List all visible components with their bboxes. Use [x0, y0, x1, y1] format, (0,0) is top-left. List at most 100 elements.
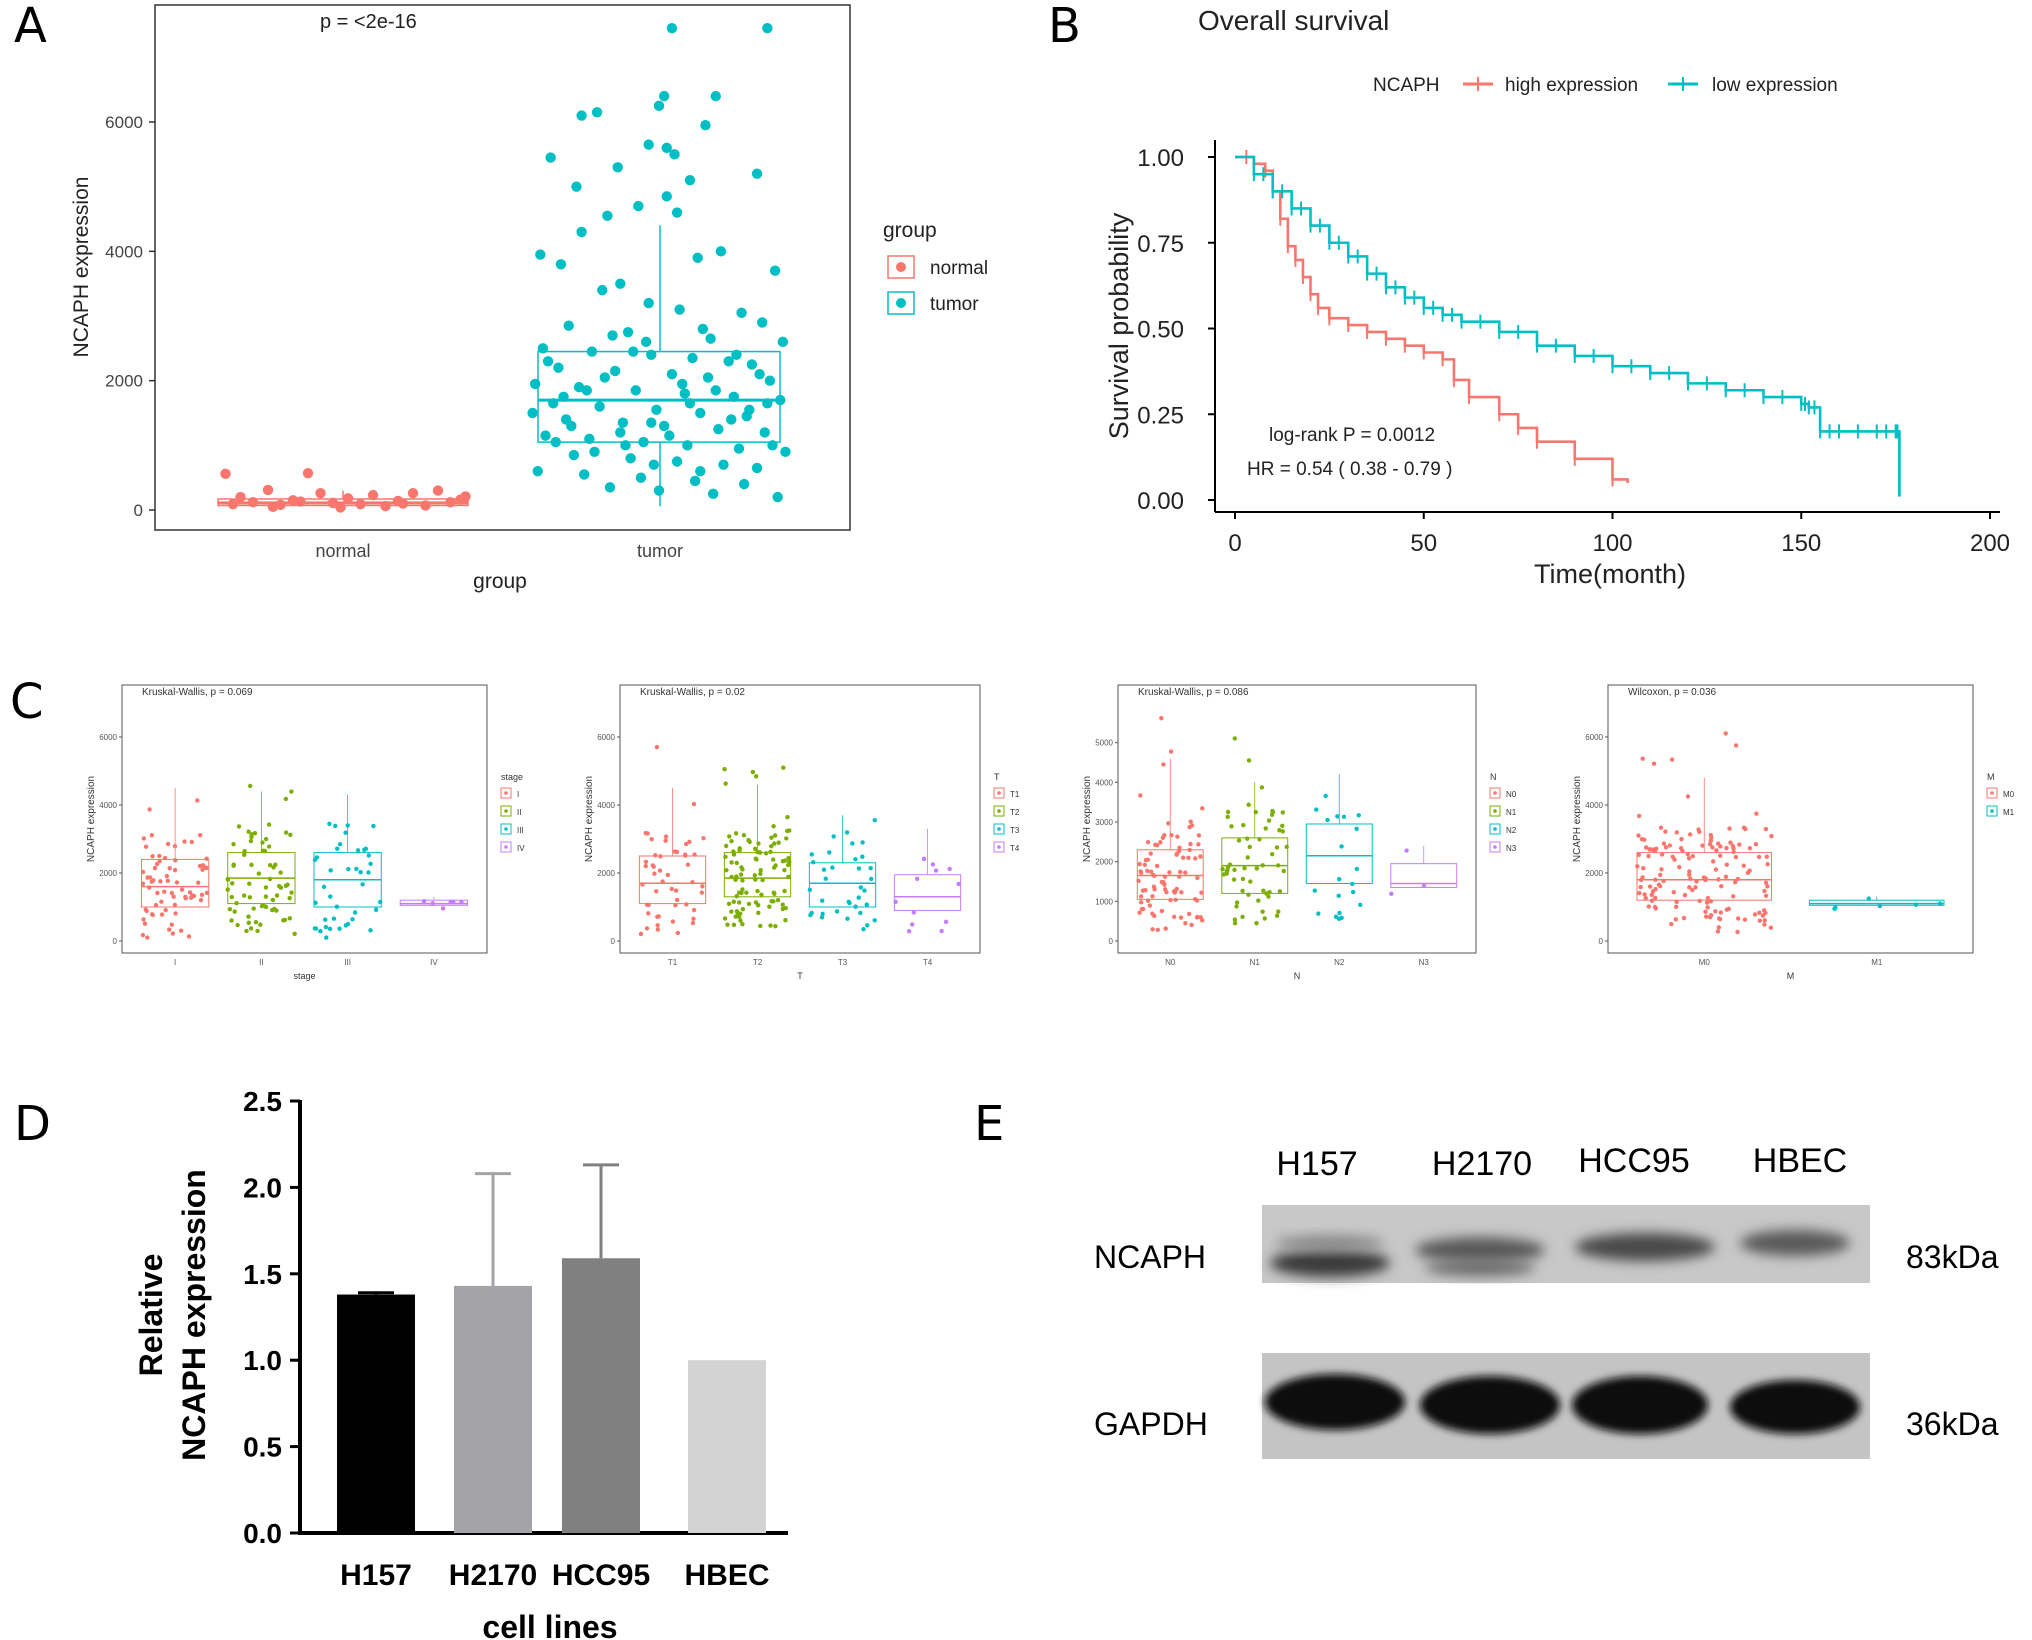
c-point — [864, 902, 869, 907]
c-point — [1323, 793, 1328, 799]
a-point-tumor — [646, 417, 657, 428]
a-point-tumor — [630, 385, 641, 396]
c-point — [782, 867, 787, 873]
c-point — [140, 932, 146, 938]
panel-b-logrank: log-rank P = 0.0012 — [1269, 425, 1435, 446]
c-point — [1155, 843, 1160, 848]
c-point — [198, 897, 204, 903]
a-point-tumor — [527, 407, 538, 419]
c-point — [1728, 840, 1733, 845]
c-box — [399, 899, 469, 906]
blot-band-gapdh-hbec — [1730, 1380, 1860, 1434]
c-point — [1150, 894, 1155, 899]
c-point — [760, 877, 765, 883]
a-point-tumor — [535, 249, 546, 260]
c-legend-dot — [504, 827, 508, 831]
blot-band-gapdh-hcc95 — [1572, 1376, 1708, 1434]
c-point — [182, 839, 187, 844]
a-point-tumor — [710, 385, 721, 396]
c-legend-dot — [504, 845, 508, 849]
c-point — [768, 849, 773, 855]
c-point — [288, 832, 293, 837]
c-point — [1747, 868, 1752, 873]
b-xtick-label: 0 — [1228, 530, 1241, 557]
c-point — [189, 839, 194, 845]
c-legend-dot — [504, 809, 508, 813]
a-point-tumor — [566, 420, 577, 432]
c-point — [278, 870, 283, 875]
c-point — [1232, 867, 1237, 873]
c-point — [1151, 884, 1157, 889]
c-point — [776, 840, 781, 845]
a-point-tumor — [674, 304, 685, 315]
c-point — [1690, 887, 1695, 893]
c-point — [1705, 905, 1710, 910]
d-ytick-label: 1.0 — [243, 1345, 282, 1376]
c-point — [691, 801, 697, 807]
c-point — [1710, 859, 1716, 864]
c-point — [170, 931, 176, 936]
c-point — [343, 830, 348, 835]
a-point-tumor — [744, 404, 755, 415]
a-point-tumor — [738, 478, 750, 490]
c-legend-dot — [1493, 809, 1497, 813]
c-point — [1708, 832, 1714, 838]
a-point-tumor — [653, 100, 665, 112]
c-point — [1234, 900, 1240, 905]
legend-label-normal: normal — [930, 258, 988, 279]
c-point — [1155, 927, 1160, 933]
d-ytick-label: 2.5 — [243, 1086, 282, 1117]
c-point — [1186, 911, 1192, 917]
c-point — [861, 927, 866, 932]
d-bar-hcc95 — [562, 1258, 640, 1533]
c-point — [1697, 898, 1702, 904]
c-point — [1261, 888, 1266, 893]
c-point — [1159, 879, 1165, 885]
c-point — [740, 906, 746, 912]
c-point — [1231, 877, 1237, 882]
c-point — [1681, 915, 1687, 921]
c-point — [763, 851, 769, 856]
c-point — [655, 927, 661, 932]
a-box-tumor — [537, 350, 781, 443]
a-point-tumor — [707, 488, 719, 500]
c-plot-frame — [1117, 684, 1477, 954]
c-point — [780, 902, 785, 907]
c-point — [324, 935, 329, 940]
a-point-tumor — [589, 446, 600, 457]
a-point-tumor — [705, 333, 716, 344]
a-ytick-label: 4000 — [105, 242, 143, 261]
c-point — [785, 814, 790, 820]
c-point — [1700, 843, 1705, 848]
a-point-tumor — [653, 485, 665, 496]
legend-dot-normal — [896, 262, 906, 272]
c-point — [1246, 802, 1251, 807]
c-point — [155, 890, 160, 896]
panel-a-ylabel: NCAPH expression — [70, 177, 93, 358]
c-point — [1649, 898, 1655, 903]
c-title: Kruskal-Wallis, p = 0.069 — [142, 687, 253, 698]
c-point — [196, 880, 201, 885]
c-point — [1658, 872, 1663, 878]
a-point-tumor — [702, 372, 714, 383]
a-point-tumor — [713, 423, 724, 435]
c-point — [1727, 826, 1732, 831]
panel-b-ylabel: Survival probability — [1104, 212, 1134, 439]
c-point — [241, 893, 247, 898]
c-point — [231, 862, 236, 867]
c-point — [644, 926, 650, 931]
c-point — [327, 821, 332, 826]
c-point — [289, 890, 294, 895]
c-point — [1736, 916, 1741, 921]
a-point-tumor — [576, 110, 587, 121]
c-point — [140, 869, 146, 875]
c-point — [1171, 914, 1177, 920]
blot-band-ncaph-h2170 — [1415, 1237, 1545, 1263]
c-point — [1693, 885, 1698, 890]
c-point — [1765, 884, 1770, 889]
panel-d-ylabel-line1: Relative — [133, 1254, 169, 1377]
c-point — [783, 905, 788, 911]
c-point — [690, 920, 696, 926]
c-box — [808, 862, 877, 908]
panel-a-legend-title: group — [883, 219, 937, 242]
